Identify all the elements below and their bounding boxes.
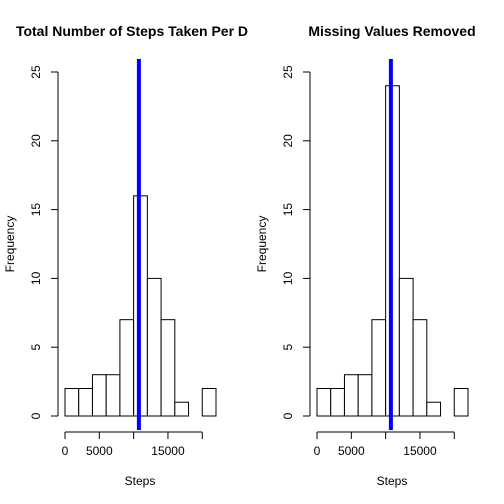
histogram-bar — [426, 401, 442, 417]
histogram-bar — [105, 374, 121, 417]
y-tick-label: 25 — [29, 65, 43, 79]
x-axis-label: Steps — [125, 474, 156, 488]
histogram-bar — [119, 319, 135, 417]
x-tick-label: 15000 — [403, 444, 437, 458]
x-axis: 0 5000 15000 — [314, 431, 455, 458]
x-tick-label: 0 — [62, 444, 69, 458]
y-tick-label: 5 — [281, 344, 295, 351]
histogram-bar — [91, 374, 107, 417]
histogram-bar — [453, 387, 469, 417]
histogram-bar — [78, 387, 93, 417]
x-tick-label: 5000 — [86, 444, 113, 458]
histogram-bar — [371, 319, 387, 417]
histogram-bar — [146, 277, 162, 417]
y-tick-label: 0 — [29, 412, 43, 419]
x-tick-label: 15000 — [151, 444, 185, 458]
y-tick-label: 5 — [29, 344, 43, 351]
histogram-panel-steps-per-day: Total Number of Steps Taken Per D Steps … — [3, 23, 248, 488]
chart-title: Missing Values Removed — [308, 23, 475, 39]
histogram-bar — [343, 374, 359, 417]
x-tick-label: 0 — [314, 444, 321, 458]
y-tick-label: 20 — [281, 134, 295, 148]
histogram-bar — [201, 387, 217, 417]
histogram-bar — [398, 277, 414, 417]
y-axis-label: Frequency — [3, 216, 17, 273]
histogram-panel-missing-removed: Missing Values Removed Steps Frequency 0… — [255, 23, 476, 488]
x-tick-label: 5000 — [338, 444, 365, 458]
histogram-bar — [64, 387, 80, 417]
y-tick-label: 10 — [281, 271, 295, 285]
histogram-bar — [412, 319, 428, 417]
chart-title: Total Number of Steps Taken Per D — [16, 23, 248, 39]
histogram-bar — [160, 319, 176, 417]
histogram-bar — [174, 401, 190, 417]
y-tick-label: 15 — [29, 203, 43, 217]
y-tick-label: 20 — [29, 134, 43, 148]
y-tick-label: 0 — [281, 412, 295, 419]
y-tick-label: 10 — [29, 271, 43, 285]
x-axis-label: Steps — [377, 474, 408, 488]
y-axis: 0 5 10 15 20 25 — [281, 65, 311, 419]
y-tick-label: 15 — [281, 203, 295, 217]
histogram-bar — [330, 387, 345, 417]
histogram-bar — [357, 374, 373, 417]
histogram-bar — [316, 387, 332, 417]
y-axis: 0 5 10 15 20 25 — [29, 65, 59, 419]
y-axis-label: Frequency — [255, 216, 269, 273]
x-axis: 0 5000 15000 — [62, 431, 203, 458]
y-tick-label: 25 — [281, 65, 295, 79]
